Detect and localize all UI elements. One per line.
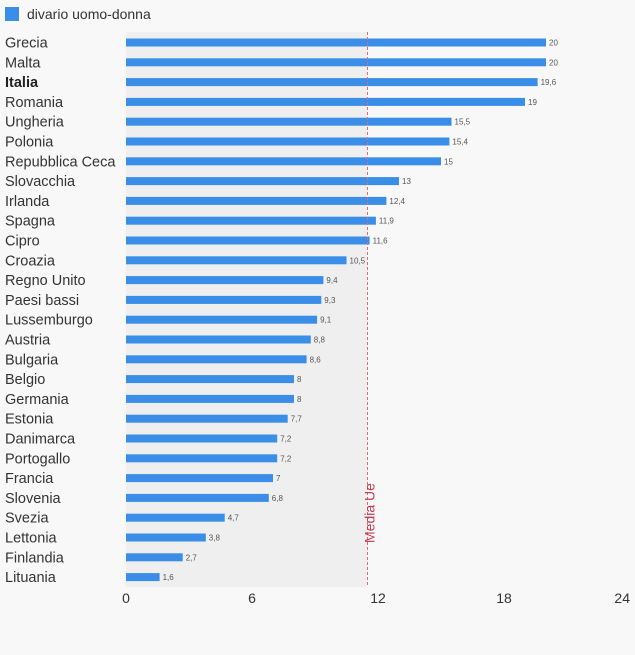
bar-belgio: [126, 375, 294, 384]
value-label: 9,1: [320, 316, 332, 325]
category-label: Regno Unito: [5, 273, 86, 289]
value-label: 15,5: [455, 118, 471, 127]
bar-grecia: [126, 38, 546, 47]
bar-austria: [126, 335, 311, 344]
category-label: Grecia: [5, 36, 49, 52]
category-label: Repubblica Ceca: [5, 154, 116, 170]
category-label: Ungheria: [5, 115, 65, 131]
value-labels: 20 20 19,6 19 15,5 15,4 15 13 12,4 11,9 11,6 10,5 9,…: [163, 39, 559, 583]
bar-regno-unito: [126, 276, 324, 285]
category-label: Cipro: [5, 234, 40, 250]
x-tick-label: 0: [122, 590, 130, 606]
value-label: 12,4: [389, 197, 405, 206]
bar-italia: [126, 78, 538, 87]
value-label: 3,8: [209, 534, 221, 543]
category-label: Romania: [5, 95, 64, 111]
bar-danimarca: [126, 434, 278, 443]
value-label: 11,9: [379, 217, 395, 226]
bar-repubblica-ceca: [126, 157, 441, 166]
value-label: 11,6: [373, 237, 389, 246]
bar-paesi-bassi: [126, 295, 322, 304]
value-label: 6,8: [272, 494, 284, 503]
bars-group: [126, 38, 546, 582]
value-label: 8,8: [314, 336, 326, 345]
bar-lussemburgo: [126, 315, 318, 324]
bar-slovacchia: [126, 177, 399, 186]
bar-slovenia: [126, 493, 269, 502]
category-label: Francia: [5, 471, 54, 487]
category-label: Austria: [5, 333, 51, 349]
bar-francia: [126, 474, 273, 483]
category-label: Polonia: [5, 135, 54, 151]
bar-bulgaria: [126, 355, 307, 364]
value-label: 8,6: [310, 355, 322, 364]
category-label: Paesi bassi: [5, 293, 79, 309]
category-label: Irlanda: [5, 194, 50, 210]
x-axis-ticks: 0 6 12 18 24: [122, 590, 630, 606]
value-label: 20: [549, 58, 558, 67]
value-label: 13: [402, 177, 411, 186]
value-label: 9,3: [324, 296, 336, 305]
bar-malta: [126, 58, 546, 67]
category-label: Italia: [5, 75, 39, 91]
bar-svezia: [126, 513, 225, 522]
value-label: 7,2: [280, 435, 292, 444]
bar-polonia: [126, 137, 450, 146]
value-label: 4,7: [228, 514, 240, 523]
value-label: 19: [528, 98, 537, 107]
bar-spagna: [126, 216, 376, 225]
category-label: Belgio: [5, 372, 45, 388]
bar-romania: [126, 97, 525, 106]
value-label: 15,4: [452, 138, 468, 147]
value-label: 15: [444, 157, 453, 166]
legend-swatch: [5, 7, 19, 21]
x-tick-label: 12: [370, 590, 386, 606]
value-label: 2,7: [186, 553, 198, 562]
x-tick-label: 6: [248, 590, 256, 606]
value-label: 9,4: [326, 276, 338, 285]
category-label: Germania: [5, 392, 70, 408]
bar-portogallo: [126, 454, 278, 463]
bar-cipro: [126, 236, 370, 245]
bar-irlanda: [126, 196, 387, 205]
value-label: 8: [297, 375, 302, 384]
category-label: Slovenia: [5, 491, 62, 507]
category-label: Lituania: [5, 570, 57, 586]
bar-lettonia: [126, 533, 206, 542]
value-label: 1,6: [163, 573, 175, 582]
bar-germania: [126, 394, 294, 403]
value-label: 7,7: [291, 415, 303, 424]
bar-croazia: [126, 256, 347, 265]
value-label: 8: [297, 395, 302, 404]
category-label: Danimarca: [5, 432, 76, 448]
x-tick-label: 18: [496, 590, 512, 606]
bar-finlandia: [126, 553, 183, 562]
value-label: 10,5: [350, 256, 366, 265]
category-label: Estonia: [5, 412, 54, 428]
reference-line-label: Media Ue: [362, 483, 378, 543]
category-label: Malta: [5, 55, 41, 71]
value-label: 19,6: [541, 78, 557, 87]
x-tick-label: 24: [614, 590, 630, 606]
category-label: Portogallo: [5, 451, 70, 467]
chart-legend: divario uomo-donna: [5, 5, 151, 23]
category-label: Finlandia: [5, 550, 65, 566]
category-label: Svezia: [5, 511, 49, 527]
bar-estonia: [126, 414, 288, 423]
bar-ungheria: [126, 117, 452, 126]
value-label: 7: [276, 474, 281, 483]
category-label: Lussemburgo: [5, 313, 93, 329]
value-label: 20: [549, 39, 558, 48]
value-label: 7,2: [280, 454, 292, 463]
category-labels: Grecia Malta Italia Romania Ungheria Polonia R…: [5, 36, 116, 587]
category-label: Bulgaria: [5, 352, 59, 368]
category-label: Spagna: [5, 214, 56, 230]
bar-lituania: [126, 573, 160, 582]
category-label: Slovacchia: [5, 174, 76, 190]
legend-label: divario uomo-donna: [27, 6, 151, 22]
category-label: Lettonia: [5, 531, 58, 547]
below-average-shaded-region: [126, 32, 368, 588]
category-label: Croazia: [5, 253, 56, 269]
